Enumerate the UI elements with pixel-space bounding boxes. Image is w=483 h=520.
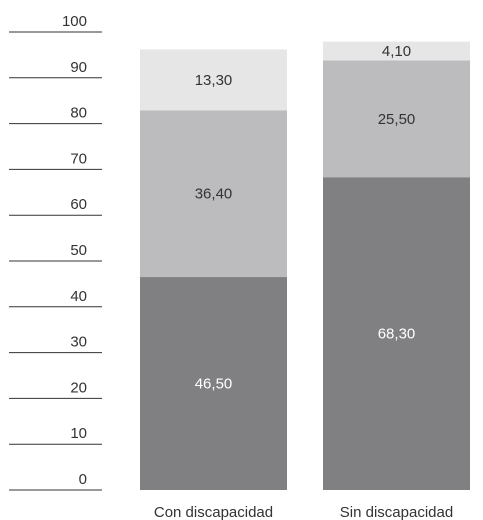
bar-segment: [323, 60, 470, 178]
value-labels: 46,50 36,40 13,30 68,30 25,50 4,10: [195, 43, 416, 393]
data-label: 46,50: [195, 376, 233, 393]
data-label: 4,10: [382, 43, 411, 60]
data-label: 25,50: [378, 111, 416, 128]
bar-segment: [323, 177, 470, 490]
bars: [140, 41, 470, 490]
category-labels: Con discapacidad Sin discapacidad: [154, 504, 453, 520]
y-tick-label: 30: [70, 334, 87, 351]
y-tick-label: 80: [70, 105, 87, 122]
bar-segment: [140, 49, 287, 111]
y-tick-label: 90: [70, 59, 87, 76]
bar-segment: [140, 110, 287, 278]
bar-segment: [323, 41, 470, 61]
category-label: Sin discapacidad: [340, 504, 453, 520]
data-label: 36,40: [195, 186, 233, 203]
y-tick-label: 20: [70, 379, 87, 396]
y-tick-label: 60: [70, 196, 87, 213]
y-tick-label: 0: [79, 471, 87, 488]
y-tick-label: 100: [62, 13, 87, 30]
y-tick-label: 70: [70, 150, 87, 167]
y-tick-label: 10: [70, 425, 87, 442]
y-tick-label: 50: [70, 242, 87, 259]
y-axis: 0 10 20 30 40 50 60 70 80 90 100: [9, 13, 102, 491]
y-tick-label: 40: [70, 288, 87, 305]
category-label: Con discapacidad: [154, 504, 273, 520]
bar-segment: [140, 277, 287, 490]
data-label: 13,30: [195, 72, 233, 89]
data-label: 68,30: [378, 326, 416, 343]
